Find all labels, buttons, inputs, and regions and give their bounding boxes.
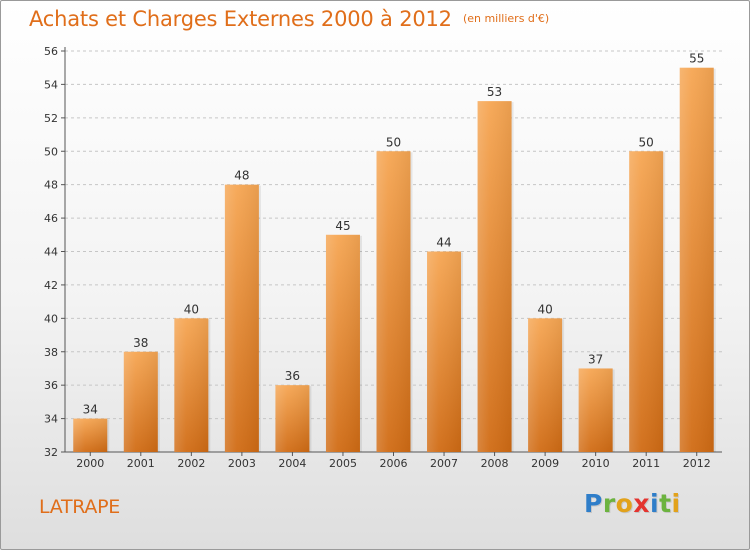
bar-value-label: 34	[83, 403, 98, 417]
bar-value-label: 53	[487, 85, 502, 99]
x-tick-label: 2006	[380, 457, 408, 470]
bar-highlight	[224, 184, 259, 452]
x-tick-label: 2011	[632, 457, 660, 470]
logo-letter: r	[602, 489, 616, 518]
y-tick-label: 56	[44, 45, 58, 58]
title-main: Achats et Charges Externes 2000 à 2012	[29, 7, 452, 31]
bar-highlight	[376, 151, 411, 452]
chart-title: Achats et Charges Externes 2000 à 2012 (…	[29, 7, 549, 31]
y-tick-label: 34	[44, 413, 58, 426]
bar-value-label: 55	[689, 52, 704, 66]
bar-value-label: 40	[537, 302, 552, 316]
x-tick-label: 2010	[582, 457, 610, 470]
x-tick-label: 2012	[683, 457, 711, 470]
x-tick-label: 2007	[430, 457, 458, 470]
logo-letter: x	[633, 489, 650, 518]
y-tick-label: 44	[44, 246, 58, 259]
bar-highlight	[174, 318, 209, 452]
x-tick-label: 2009	[531, 457, 559, 470]
bar-value-label: 38	[133, 336, 148, 350]
y-tick-label: 46	[44, 212, 58, 225]
y-tick-label: 32	[44, 446, 58, 459]
bar-highlight	[275, 385, 310, 452]
x-tick-label: 2003	[228, 457, 256, 470]
bar-value-label: 37	[588, 352, 603, 366]
bar-value-label: 45	[335, 219, 350, 233]
x-tick-label: 2001	[127, 457, 155, 470]
bar-value-label: 50	[386, 135, 401, 149]
y-tick-label: 42	[44, 279, 58, 292]
bar-highlight	[427, 251, 462, 452]
title-unit: (en milliers d'€)	[462, 12, 550, 25]
logo-letter: t	[659, 489, 672, 518]
bar-value-label: 40	[184, 302, 199, 316]
y-tick-label: 52	[44, 112, 58, 125]
x-tick-label: 2008	[481, 457, 509, 470]
x-tick-label: 2005	[329, 457, 357, 470]
proxiti-logo[interactable]: Proxiti	[584, 489, 681, 518]
logo-letter: i	[650, 489, 660, 518]
y-tick-label: 36	[44, 379, 58, 392]
bar-value-label: 48	[234, 169, 249, 183]
x-tick-label: 2004	[278, 457, 306, 470]
bar-highlight	[528, 318, 563, 452]
bar-highlight	[578, 368, 613, 452]
bar-highlight	[477, 101, 512, 452]
bar-value-label: 36	[285, 369, 300, 383]
logo-letter: o	[615, 489, 634, 518]
logo-letter: i	[671, 489, 681, 518]
bar-highlight	[73, 418, 108, 452]
bar-highlight	[679, 67, 714, 452]
y-tick-label: 48	[44, 179, 58, 192]
x-tick-label: 2000	[76, 457, 104, 470]
y-tick-label: 40	[44, 312, 58, 325]
y-tick-label: 54	[44, 78, 58, 91]
x-tick-label: 2002	[177, 457, 205, 470]
commune-name: LATRAPE	[39, 496, 120, 518]
bar-highlight	[123, 351, 158, 452]
y-tick-label: 38	[44, 346, 58, 359]
bar-highlight	[629, 151, 664, 452]
bar-value-label: 50	[639, 135, 654, 149]
logo-letter: P	[584, 489, 603, 518]
y-tick-label: 50	[44, 145, 58, 158]
bar-highlight	[325, 234, 360, 452]
bar-value-label: 44	[436, 236, 451, 250]
